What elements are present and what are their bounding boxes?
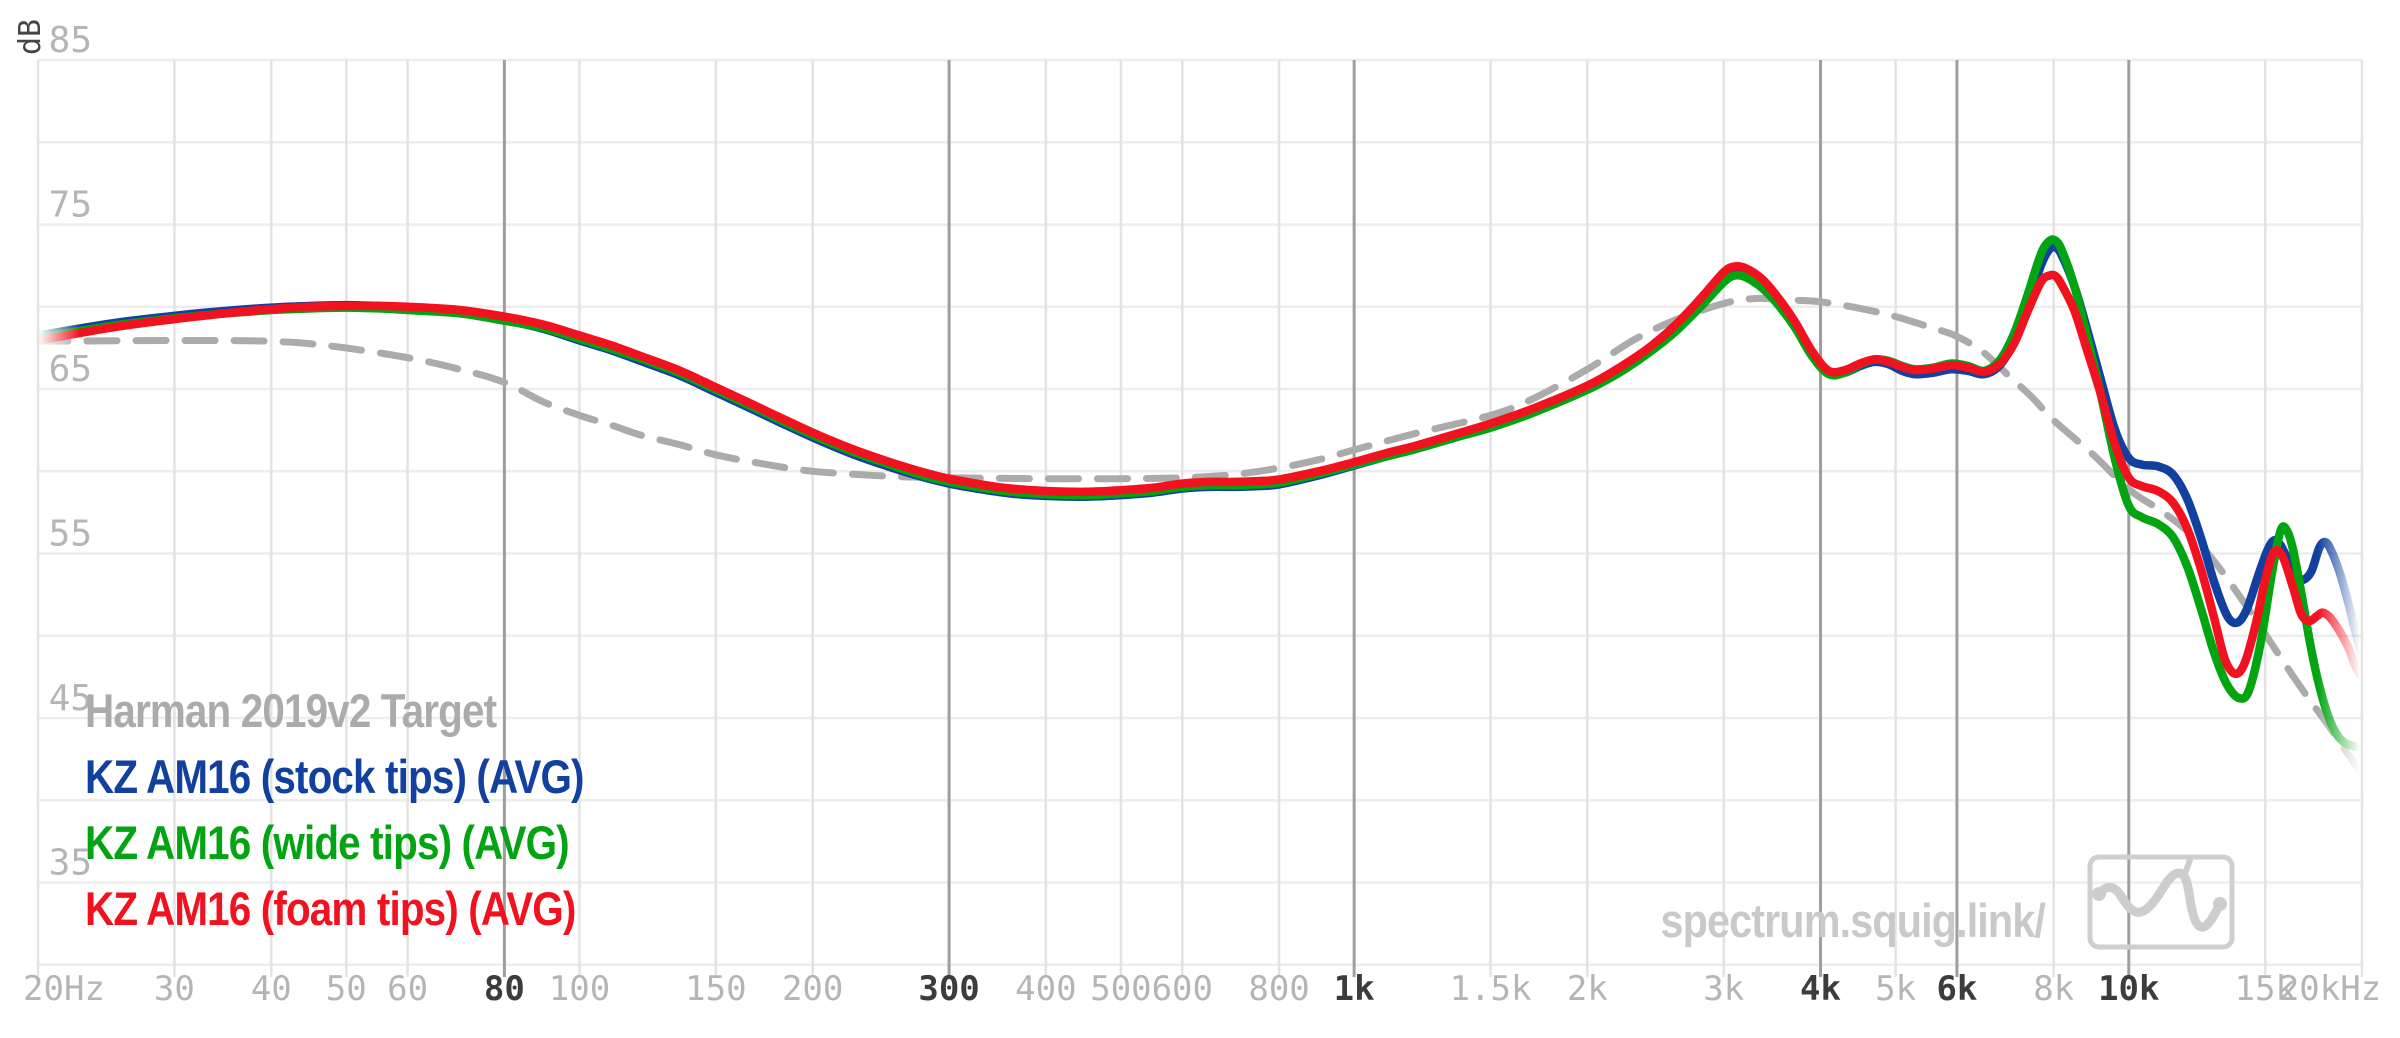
- y-tick-label-85: 85: [49, 20, 92, 61]
- legend-item-foam-tips[interactable]: KZ AM16 (foam tips) (AVG): [85, 882, 576, 935]
- wide-tips-curve: [33, 235, 2367, 752]
- legend-item-harman-target[interactable]: Harman 2019v2 Target: [85, 684, 497, 737]
- squiggle-end-dot: [2213, 897, 2227, 911]
- x-tick-label-4k: 4k: [1800, 969, 1841, 1009]
- y-tick-label-55: 55: [49, 514, 92, 555]
- x-tick-label-8k: 8k: [2033, 969, 2074, 1009]
- x-tick-label-500: 500: [1090, 969, 1151, 1009]
- x-tick-label-60: 60: [387, 969, 428, 1009]
- x-tick-label-300: 300: [918, 969, 979, 1009]
- squiglink-logo: [2087, 854, 2235, 950]
- y-tick-label-75: 75: [49, 185, 92, 226]
- harman-target-curve: [34, 294, 2366, 778]
- y-tick-label-35: 35: [49, 843, 92, 884]
- x-tick-label-2k: 2k: [1567, 969, 1608, 1009]
- squiggle-flick-icon: [2181, 857, 2193, 879]
- x-tick-label-150: 150: [685, 969, 746, 1009]
- watermark-text: spectrum.squig.link/: [1660, 894, 2045, 947]
- y-tick-label-45: 45: [49, 678, 92, 719]
- legend: Harman 2019v2 Target KZ AM16 (stock tips)…: [85, 678, 665, 942]
- x-tick-label-20Hz: 20Hz: [23, 969, 105, 1009]
- x-tick-label-200: 200: [782, 969, 843, 1009]
- x-tick-label-6k: 6k: [1936, 969, 1977, 1009]
- x-tick-label-30: 30: [154, 969, 195, 1009]
- x-tick-label-400: 400: [1015, 969, 1076, 1009]
- x-tick-label-1k: 1k: [1334, 969, 1375, 1009]
- x-tick-label-15k: 15k: [2235, 969, 2296, 1009]
- y-axis-unit-label: dB: [13, 19, 48, 55]
- x-tick-label-1.5k: 1.5k: [1450, 969, 1532, 1009]
- x-tick-label-80: 80: [484, 969, 525, 1009]
- vertical-gridlines: [36, 60, 2364, 977]
- x-tick-label-20kHz: 20kHz: [2279, 969, 2381, 1009]
- logo-frame: [2087, 854, 2235, 950]
- axis-tick-labels: 20Hz 30 40 50 60 80 100 150 200 300 400 500 600 800 1k…: [23, 20, 2381, 1009]
- x-tick-label-3k: 3k: [1703, 969, 1744, 1009]
- legend-item-stock-tips[interactable]: KZ AM16 (stock tips) (AVG): [85, 750, 585, 803]
- squiggle-start-dot: [2092, 887, 2106, 901]
- x-tick-label-50: 50: [326, 969, 367, 1009]
- x-tick-label-600: 600: [1152, 969, 1213, 1009]
- x-tick-label-800: 800: [1248, 969, 1309, 1009]
- foam-tips-curve: [33, 261, 2367, 683]
- x-tick-label-40: 40: [251, 969, 292, 1009]
- x-tick-label-5k: 5k: [1875, 969, 1916, 1009]
- x-tick-label-10k: 10k: [2098, 969, 2159, 1009]
- x-tick-label-100: 100: [549, 969, 610, 1009]
- y-tick-label-65: 65: [49, 349, 92, 390]
- legend-item-wide-tips[interactable]: KZ AM16 (wide tips) (AVG): [85, 816, 570, 869]
- fr-curves: [33, 235, 2367, 778]
- squiggle-wave-icon: [2094, 868, 2225, 932]
- horizontal-gridlines: [38, 58, 2362, 966]
